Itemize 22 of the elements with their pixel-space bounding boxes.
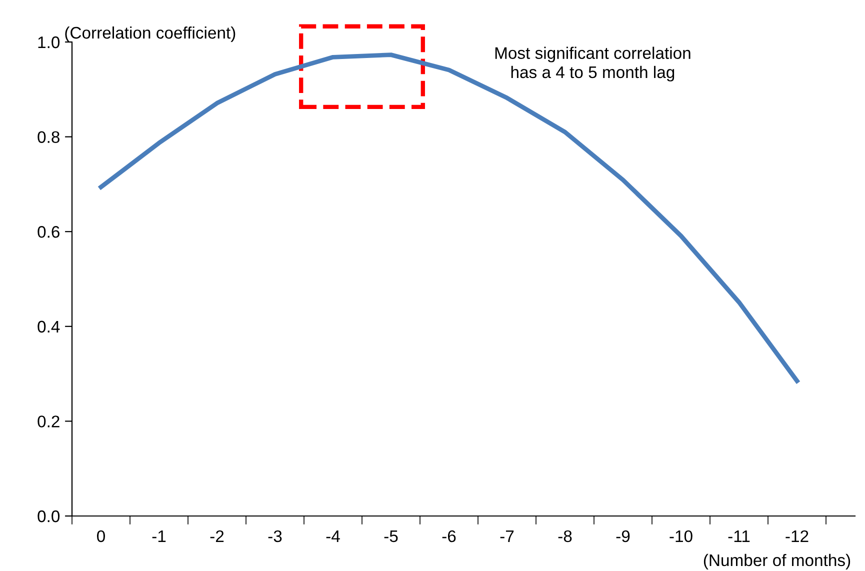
- y-tick-label: 0.8: [38, 131, 60, 144]
- x-tick-label: -11: [728, 530, 750, 542]
- x-axis-title: (Number of months): [704, 554, 850, 570]
- y-tick-label: 1.0: [38, 36, 60, 48]
- x-tick-label: -12: [786, 530, 808, 542]
- x-tick-label: -8: [558, 530, 572, 542]
- x-tick-label: -10: [670, 530, 692, 542]
- x-tick-label: -1: [152, 530, 166, 542]
- x-tick-label: 0: [97, 530, 105, 542]
- x-tick-label: -9: [616, 530, 630, 542]
- y-tick-label: 0.0: [38, 510, 60, 522]
- x-tick-label: -4: [326, 530, 340, 542]
- x-tick-label: -3: [268, 530, 282, 542]
- y-tick-label: 0.4: [38, 320, 60, 333]
- y-tick-label: 0.2: [38, 416, 60, 428]
- x-tick-label: -2: [210, 530, 224, 542]
- y-axis-title: (Correlation coefficient): [65, 26, 236, 42]
- x-tick-label: -7: [500, 530, 514, 542]
- x-tick-label: -5: [384, 530, 398, 542]
- y-tick-label: 0.6: [38, 226, 60, 238]
- annotation: Most significant correlation has a 4 to 5 month lag: [495, 46, 690, 82]
- x-tick-label: -6: [442, 530, 456, 542]
